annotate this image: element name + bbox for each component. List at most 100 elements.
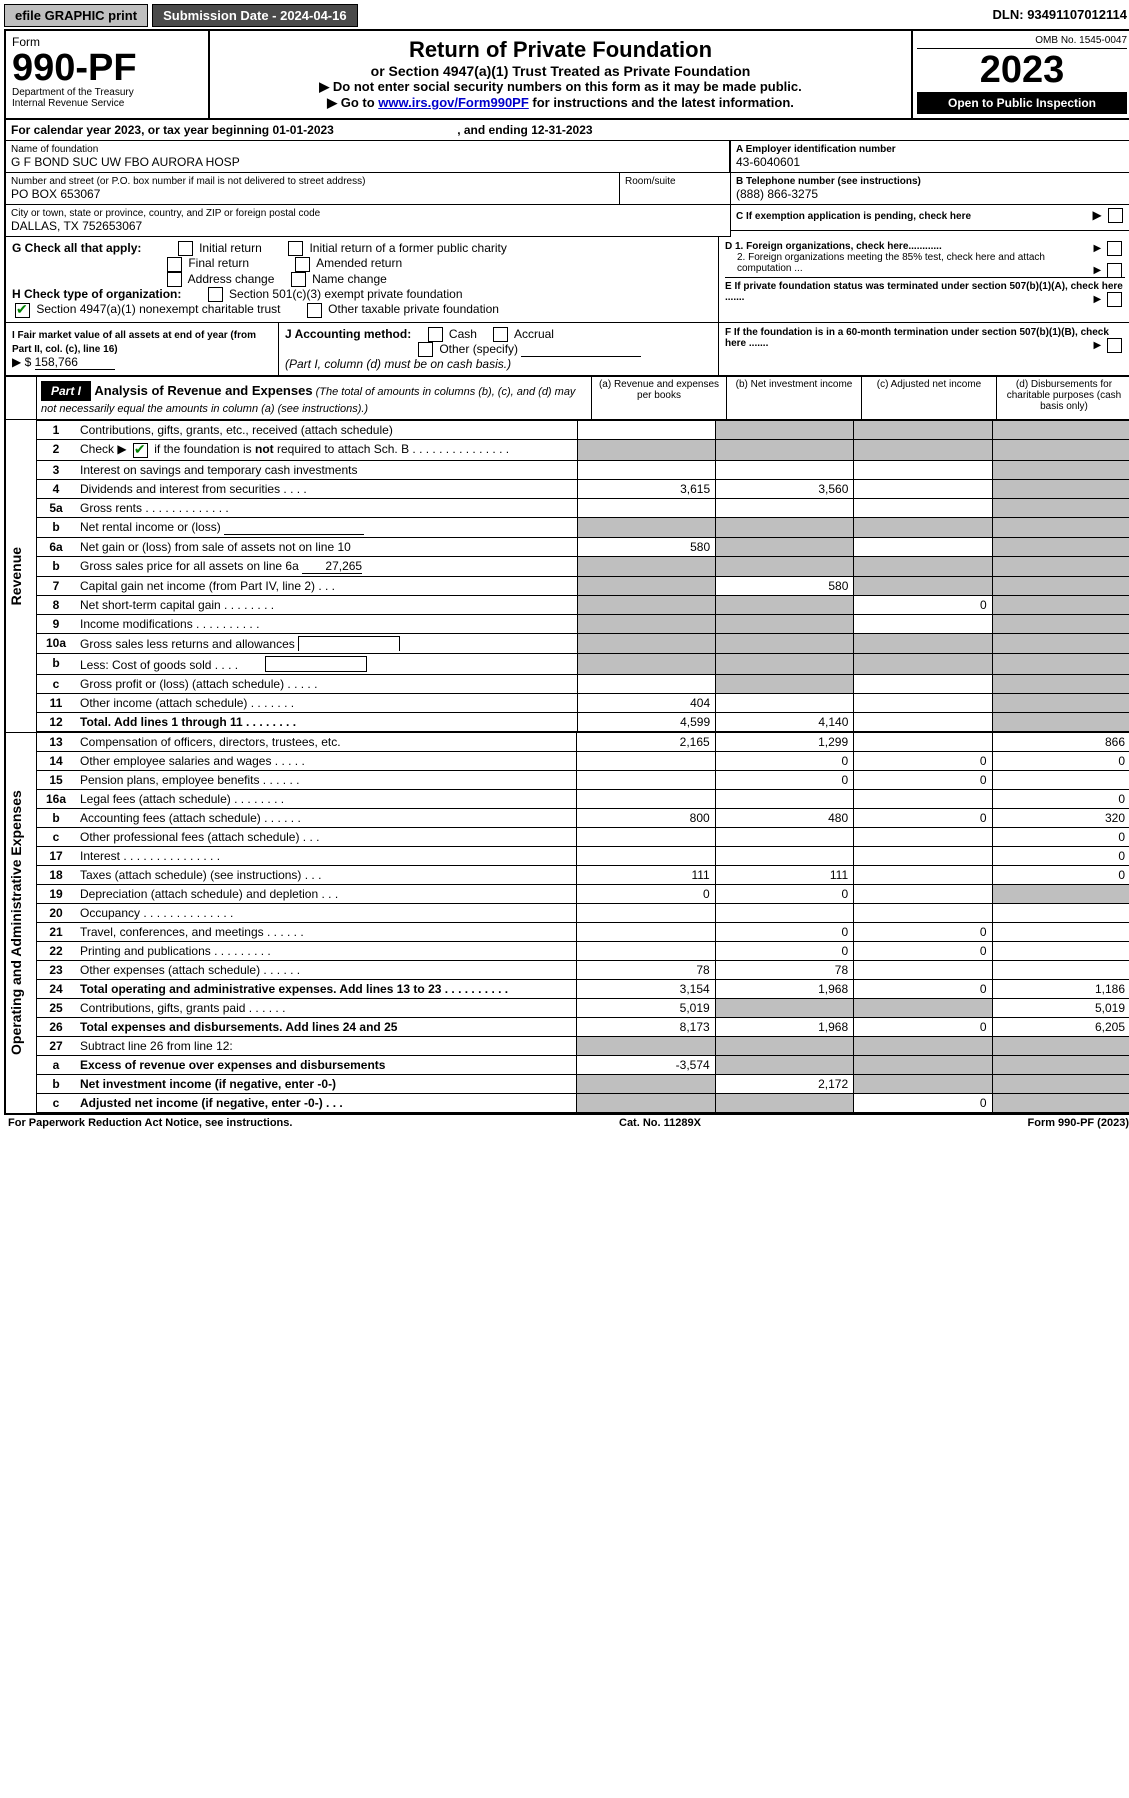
g-label: G Check all that apply:	[12, 241, 141, 255]
table-row: 18Taxes (attach schedule) (see instructi…	[37, 865, 1129, 884]
city-value: DALLAS, TX 752653067	[11, 219, 725, 233]
omb-label: OMB No. 1545-0047	[917, 35, 1127, 49]
g6-label: Name change	[312, 272, 387, 286]
h2-label: Section 4947(a)(1) nonexempt charitable …	[36, 302, 280, 316]
footer-right: Form 990-PF (2023)	[1028, 1117, 1129, 1129]
table-row: 2Check ▶ if the foundation is not requir…	[37, 440, 1129, 460]
note-ssn: ▶ Do not enter social security numbers o…	[216, 79, 905, 95]
dept-label: Department of the Treasury	[12, 87, 202, 98]
table-row: 15Pension plans, employee benefits . . .…	[37, 770, 1129, 789]
part1-title: Analysis of Revenue and Expenses	[94, 383, 312, 398]
open-public-badge: Open to Public Inspection	[917, 92, 1127, 114]
table-row: 3Interest on savings and temporary cash …	[37, 460, 1129, 479]
j3-checkbox[interactable]	[418, 342, 433, 357]
c-label: C If exemption application is pending, c…	[736, 211, 971, 222]
form-title: Return of Private Foundation	[216, 37, 905, 63]
cal-pre: For calendar year 2023, or tax year begi…	[11, 123, 272, 137]
table-row: cOther professional fees (attach schedul…	[37, 827, 1129, 846]
ein-label: A Employer identification number	[736, 144, 1125, 155]
schb-checkbox[interactable]	[133, 443, 148, 458]
g6-checkbox[interactable]	[291, 272, 306, 287]
d2-label: 2. Foreign organizations meeting the 85%…	[737, 252, 1045, 274]
footer-mid: Cat. No. 11289X	[619, 1117, 701, 1129]
j3-label: Other (specify)	[439, 342, 518, 356]
cal-begin: 01-01-2023	[272, 123, 333, 137]
cal-mid: , and ending	[457, 123, 531, 137]
h3-checkbox[interactable]	[307, 303, 322, 318]
f-checkbox[interactable]	[1107, 338, 1122, 353]
tax-year: 2023	[917, 49, 1127, 92]
city-label: City or town, state or province, country…	[11, 208, 725, 219]
submission-button[interactable]: Submission Date - 2024-04-16	[152, 4, 358, 27]
table-row: 26Total expenses and disbursements. Add …	[37, 1017, 1129, 1036]
address: PO BOX 653067	[11, 187, 614, 201]
g2-label: Initial return of a former public charit…	[309, 241, 506, 255]
table-row: 25Contributions, gifts, grants paid . . …	[37, 998, 1129, 1017]
j2-checkbox[interactable]	[493, 327, 508, 342]
col-b-header: (b) Net investment income	[726, 377, 861, 419]
table-row: cGross profit or (loss) (attach schedule…	[37, 674, 1129, 693]
table-row: 7Capital gain net income (from Part IV, …	[37, 576, 1129, 595]
d1-checkbox[interactable]	[1107, 241, 1122, 256]
h1-label: Section 501(c)(3) exempt private foundat…	[229, 287, 462, 301]
d2-checkbox[interactable]	[1107, 263, 1122, 278]
table-row: 20Occupancy . . . . . . . . . . . . . .	[37, 903, 1129, 922]
g3-label: Final return	[188, 256, 249, 270]
col-d-header: (d) Disbursements for charitable purpose…	[996, 377, 1129, 419]
j-label: J Accounting method:	[285, 327, 411, 341]
h-label: H Check type of organization:	[12, 287, 181, 301]
col-c-header: (c) Adjusted net income	[861, 377, 996, 419]
table-row: bLess: Cost of goods sold . . . .	[37, 653, 1129, 674]
table-row: 14Other employee salaries and wages . . …	[37, 751, 1129, 770]
j1-checkbox[interactable]	[428, 327, 443, 342]
table-row: bGross sales price for all assets on lin…	[37, 556, 1129, 576]
table-row: bNet investment income (if negative, ent…	[37, 1074, 1129, 1093]
i-value: 158,766	[35, 355, 115, 370]
g4-checkbox[interactable]	[295, 257, 310, 272]
form990pf-link[interactable]: www.irs.gov/Form990PF	[378, 95, 529, 110]
g3-checkbox[interactable]	[167, 257, 182, 272]
table-row: cAdjusted net income (if negative, enter…	[37, 1093, 1129, 1112]
e-checkbox[interactable]	[1107, 292, 1122, 307]
g2-checkbox[interactable]	[288, 241, 303, 256]
g4-label: Amended return	[316, 256, 402, 270]
g5-label: Address change	[188, 272, 275, 286]
i-label: I Fair market value of all assets at end…	[12, 330, 256, 355]
h2-checkbox[interactable]	[15, 303, 30, 318]
g1-label: Initial return	[199, 241, 262, 255]
h1-checkbox[interactable]	[208, 287, 223, 302]
note-goto-pre: ▶ Go to	[327, 95, 378, 110]
irs-label: Internal Revenue Service	[12, 98, 202, 109]
col-a-header: (a) Revenue and expenses per books	[591, 377, 726, 419]
table-row: 23Other expenses (attach schedule) . . .…	[37, 960, 1129, 979]
part1-header: Part I	[41, 381, 91, 401]
table-row: 13Compensation of officers, directors, t…	[37, 732, 1129, 751]
table-row: 12Total. Add lines 1 through 11 . . . . …	[37, 712, 1129, 731]
note-goto-post: for instructions and the latest informat…	[529, 95, 794, 110]
dollar-sign: ▶ $	[12, 355, 31, 369]
j1-label: Cash	[449, 327, 477, 341]
table-row: 1Contributions, gifts, grants, etc., rec…	[37, 421, 1129, 440]
c-checkbox[interactable]	[1108, 208, 1123, 223]
table-row: 19Depreciation (attach schedule) and dep…	[37, 884, 1129, 903]
table-row: aExcess of revenue over expenses and dis…	[37, 1055, 1129, 1074]
addr-label: Number and street (or P.O. box number if…	[11, 176, 614, 187]
g1-checkbox[interactable]	[178, 241, 193, 256]
form-subtitle: or Section 4947(a)(1) Trust Treated as P…	[216, 63, 905, 79]
table-row: 10aGross sales less returns and allowanc…	[37, 633, 1129, 653]
phone-value: (888) 866-3275	[736, 187, 1125, 201]
phone-label: B Telephone number (see instructions)	[736, 176, 1125, 187]
dln-label: DLN: 93491107012114	[987, 4, 1129, 27]
table-row: 27Subtract line 26 from line 12:	[37, 1036, 1129, 1055]
form-number: 990-PF	[12, 49, 202, 87]
table-row: 24Total operating and administrative exp…	[37, 979, 1129, 998]
efile-button[interactable]: efile GRAPHIC print	[4, 4, 148, 27]
d1-label: D 1. Foreign organizations, check here..…	[725, 241, 942, 252]
j2-label: Accrual	[514, 327, 554, 341]
table-row: 16aLegal fees (attach schedule) . . . . …	[37, 789, 1129, 808]
room-label: Room/suite	[620, 173, 730, 204]
footer-left: For Paperwork Reduction Act Notice, see …	[8, 1117, 292, 1129]
g5-checkbox[interactable]	[167, 272, 182, 287]
revenue-side-label: Revenue	[6, 420, 36, 731]
f-label: F If the foundation is in a 60-month ter…	[725, 327, 1109, 349]
